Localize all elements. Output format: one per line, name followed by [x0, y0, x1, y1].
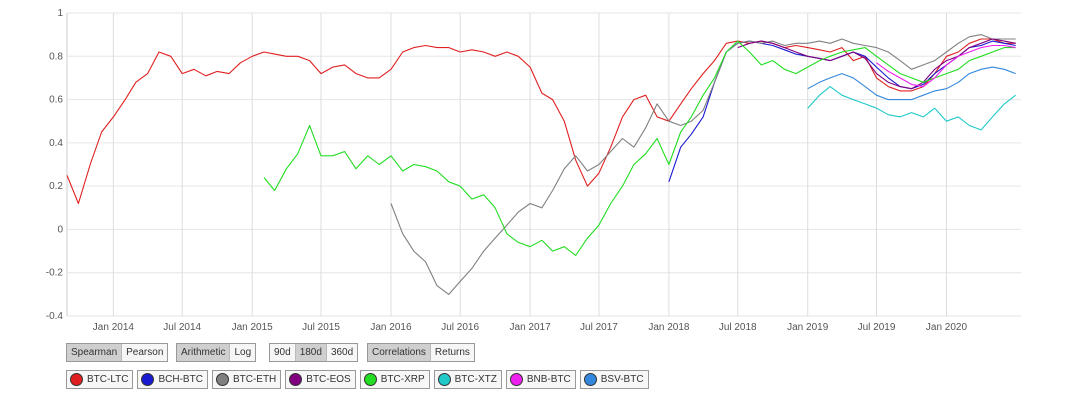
- legend-swatch: [289, 373, 303, 386]
- series-line-bsv-btc: [807, 66, 1016, 101]
- y-tick-label: 0.8: [49, 51, 63, 62]
- arithmetic-button[interactable]: Arithmetic: [177, 344, 231, 361]
- series-line-btc-xrp: [263, 40, 1016, 256]
- legend-item-btc-xrp[interactable]: BTC-XRP: [359, 370, 430, 389]
- pearson-button[interactable]: Pearson: [122, 344, 168, 361]
- y-tick-label: 0: [57, 224, 63, 235]
- series-line-btc-xtz: [807, 86, 1017, 131]
- x-tick-label: Jul 2015: [302, 322, 340, 333]
- x-tick-label: Jan 2017: [510, 322, 552, 333]
- legend-label: BTC-EOS: [306, 374, 351, 385]
- series-line-btc-ltc: [66, 38, 1016, 205]
- x-tick-label: Jan 2019: [787, 322, 829, 333]
- spearman-button[interactable]: Spearman: [67, 344, 123, 361]
- y-tick-label: -0.4: [46, 311, 64, 322]
- x-tick-label: Jul 2017: [580, 322, 618, 333]
- legend-swatch: [141, 373, 155, 386]
- legend-item-bnb-btc[interactable]: BNB-BTC: [505, 370, 576, 389]
- series-line-btc-eos: [737, 38, 1016, 90]
- series-line-bch-btc: [668, 40, 1016, 182]
- x-axis-ticks: Jan 2014 Jul 2014 Jan 2015 Jul 2015 Jan 2016…: [93, 322, 968, 333]
- legend-swatch: [437, 373, 451, 386]
- x-tick-label: Jul 2018: [719, 322, 757, 333]
- legend-item-btc-eos[interactable]: BTC-EOS: [285, 370, 356, 389]
- legend-label: BTC-XRP: [380, 374, 425, 385]
- mode-toggle: Correlations Returns: [367, 343, 475, 362]
- y-axis-ticks: 1 0.8 0.6 0.4 0.2 0 -0.2 -0.4: [46, 8, 64, 322]
- y-tick-label: 0.2: [49, 181, 63, 192]
- series-line-bnb-btc: [876, 44, 1016, 88]
- legend-swatch: [215, 373, 229, 386]
- legend-label: BSV-BTC: [600, 374, 644, 385]
- legend-label: BTC-ETH: [232, 374, 277, 385]
- returns-button[interactable]: Returns: [430, 344, 474, 361]
- y-tick-label: 0.4: [49, 138, 63, 149]
- legend: BTC-LTC BCH-BTC BTC-ETH BTC-EOS BTC-XRP …: [66, 370, 649, 389]
- window-360d-button[interactable]: 360d: [326, 344, 358, 361]
- legend-label: BCH-BTC: [158, 374, 203, 385]
- correlation-chart: 10.80.60.40.20-0.2-0.4 Jan 2014 Jul 2014 J…: [46, 8, 1021, 333]
- scale-toggle: Arithmetic Log: [176, 343, 257, 362]
- x-tick-label: Jan 2016: [370, 322, 412, 333]
- legend-item-btc-xtz[interactable]: BTC-XTZ: [433, 370, 502, 389]
- window-180d-button[interactable]: 180d: [295, 344, 327, 361]
- x-tick-label: Jan 2014: [93, 322, 135, 333]
- x-tick-label: Jan 2018: [648, 322, 690, 333]
- y-tick-label: 1: [57, 8, 63, 19]
- legend-label: BTC-LTC: [87, 374, 129, 385]
- series-lines: [66, 34, 1017, 295]
- method-toggle: Spearman Pearson: [66, 343, 169, 362]
- legend-item-bsv-btc[interactable]: BSV-BTC: [579, 370, 649, 389]
- legend-label: BNB-BTC: [526, 374, 571, 385]
- x-tick-label: Jul 2014: [163, 322, 201, 333]
- legend-swatch: [363, 373, 377, 386]
- x-tick-label: Jul 2019: [858, 322, 896, 333]
- legend-item-btc-eth[interactable]: BTC-ETH: [211, 370, 282, 389]
- x-tick-label: Jan 2020: [926, 322, 968, 333]
- window-90d-button[interactable]: 90d: [270, 344, 296, 361]
- correlations-button[interactable]: Correlations: [368, 344, 431, 361]
- series-line-btc-eth: [390, 34, 1016, 295]
- log-button[interactable]: Log: [230, 344, 256, 361]
- legend-label: BTC-XTZ: [454, 374, 497, 385]
- legend-item-bch-btc[interactable]: BCH-BTC: [137, 370, 208, 389]
- x-tick-label: Jul 2016: [441, 322, 479, 333]
- y-tick-label: 0.6: [49, 95, 63, 106]
- y-tick-label: -0.2: [46, 268, 64, 279]
- legend-swatch: [583, 373, 597, 386]
- x-tick-label: Jan 2015: [232, 322, 274, 333]
- legend-swatch: [509, 373, 523, 386]
- legend-item-btc-ltc[interactable]: BTC-LTC: [66, 370, 134, 389]
- grid: [66, 12, 1021, 317]
- window-toggle: 90d 180d 360d: [269, 343, 359, 362]
- legend-swatch: [70, 373, 83, 386]
